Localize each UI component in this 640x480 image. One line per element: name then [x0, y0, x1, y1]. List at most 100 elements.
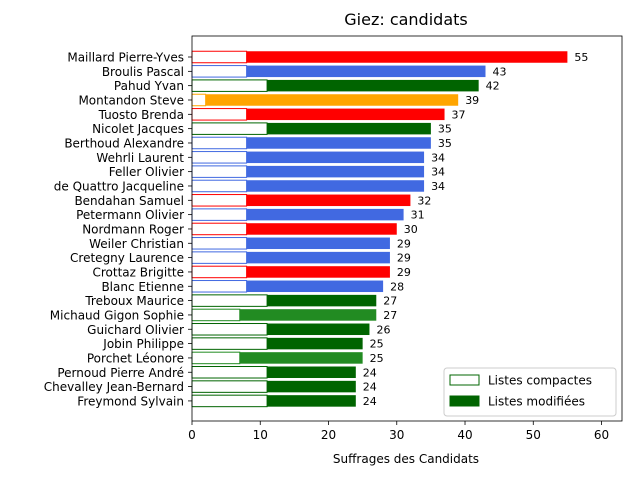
y-tick-label: Treboux Maurice [84, 294, 184, 308]
bar-modified [246, 280, 384, 293]
bar-modified [246, 180, 425, 192]
bar-compact [191, 280, 248, 293]
bar-value-label: 35 [438, 123, 452, 136]
bar-compact [191, 79, 268, 92]
y-tick-label: Blanc Etienne [101, 280, 184, 294]
bar-modified [267, 380, 356, 393]
bar-value-label: 24 [363, 366, 377, 379]
bar-modified [246, 151, 425, 164]
bar-modified [267, 395, 356, 407]
bar-compact [191, 237, 248, 250]
bar-compact [191, 151, 248, 164]
bar-value-label: 35 [438, 137, 452, 150]
bar-value-label: 31 [411, 209, 425, 222]
bar-value-label: 28 [390, 280, 404, 293]
bar-modified [267, 323, 370, 336]
bar-value-label: 29 [397, 252, 411, 265]
y-tick-label: Cretegny Laurence [70, 251, 184, 265]
bar-compact [191, 265, 248, 279]
bar-modified [267, 337, 363, 350]
bar-modified [246, 65, 486, 78]
bar-modified [246, 251, 390, 264]
bar-compact [191, 93, 207, 107]
bar-modified [246, 194, 411, 207]
bar-compact [191, 208, 248, 221]
bar-value-label: 39 [465, 94, 479, 107]
chart-title: Giez: candidats [344, 10, 467, 29]
bar-compact [191, 294, 268, 307]
bar-modified [267, 122, 431, 135]
bar-modified [246, 108, 445, 121]
bar-value-label: 32 [417, 194, 431, 207]
bar-compact [191, 251, 248, 264]
bar-compact [191, 366, 268, 379]
bar-value-label: 24 [363, 395, 377, 408]
y-tick-label: Nordmann Roger [82, 222, 184, 236]
y-tick-label: Jobin Philippe [102, 337, 184, 351]
bars-group: 5543423937353534343432313029292928272726… [191, 50, 588, 408]
x-tick-label: 60 [594, 428, 609, 442]
bar-compact [191, 337, 268, 350]
bar-compact [191, 222, 248, 236]
y-tick-label: Pahud Yvan [114, 79, 184, 93]
bar-compact [191, 308, 241, 322]
bar-modified [267, 366, 356, 379]
y-tick-label: Michaud Gigon Sophie [50, 308, 184, 322]
bar-value-label: 27 [383, 295, 397, 308]
bar-compact [191, 351, 241, 365]
bar-compact [191, 122, 268, 135]
y-tick-label: Broulis Pascal [102, 65, 184, 79]
y-tick-label: Weiler Christian [89, 237, 184, 251]
bar-value-label: 29 [397, 237, 411, 250]
bar-value-label: 24 [363, 381, 377, 394]
y-tick-label: Bendahan Samuel [74, 194, 184, 208]
bar-value-label: 34 [431, 180, 445, 193]
y-tick-label: de Quattro Jacqueline [54, 179, 184, 193]
bar-value-label: 42 [486, 80, 500, 93]
x-tick-label: 40 [457, 428, 472, 442]
bar-value-label: 25 [370, 338, 384, 351]
bar-compact [191, 380, 268, 393]
y-tick-label: Chevalley Jean-Bernard [44, 380, 184, 394]
y-tick-label: Freymond Sylvain [77, 394, 184, 408]
bar-value-label: 43 [492, 65, 506, 78]
x-tick-label: 10 [253, 428, 268, 442]
legend-swatch [449, 374, 480, 386]
bar-modified [246, 208, 404, 221]
y-tick-label: Pernoud Pierre André [57, 366, 184, 380]
bar-modified [246, 137, 431, 149]
bar-compact [191, 194, 248, 207]
x-tick-label: 50 [526, 428, 541, 442]
bar-compact [191, 108, 248, 121]
legend-swatch [449, 395, 480, 407]
y-tick-label: Berthoud Alexandre [64, 136, 184, 150]
x-axis-label: Suffrages des Candidats [333, 452, 479, 466]
y-tick-label: Petermann Olivier [76, 208, 184, 222]
y-tick-label: Nicolet Jacques [92, 122, 184, 136]
bar-modified [246, 223, 397, 235]
legend-frame [443, 367, 617, 417]
y-tick-label: Feller Olivier [109, 165, 184, 179]
legend-label: Listes compactes [488, 374, 592, 388]
bar-compact [191, 323, 268, 336]
bar-value-label: 34 [431, 151, 445, 164]
bar-compact [191, 394, 268, 408]
y-tick-label: Montandon Steve [78, 93, 184, 107]
y-tick-label: Crottaz Brigitte [92, 265, 184, 279]
bar-modified [267, 294, 377, 307]
bar-modified [246, 165, 425, 178]
x-tick-label: 0 [188, 428, 196, 442]
y-tick-label: Porchet Léonore [87, 351, 184, 365]
y-tick-label: Tuosto Brenda [98, 108, 184, 122]
legend: Listes compactes Listes modifiées [443, 367, 617, 417]
bar-modified [239, 309, 377, 321]
bar-compact [191, 50, 248, 64]
plot-frame [191, 35, 623, 422]
bar-modified [239, 352, 363, 364]
bar-compact [191, 65, 248, 78]
y-tick-label: Wehrli Laurent [96, 151, 184, 165]
bar-compact [191, 165, 248, 178]
x-tick-label: 20 [321, 428, 336, 442]
